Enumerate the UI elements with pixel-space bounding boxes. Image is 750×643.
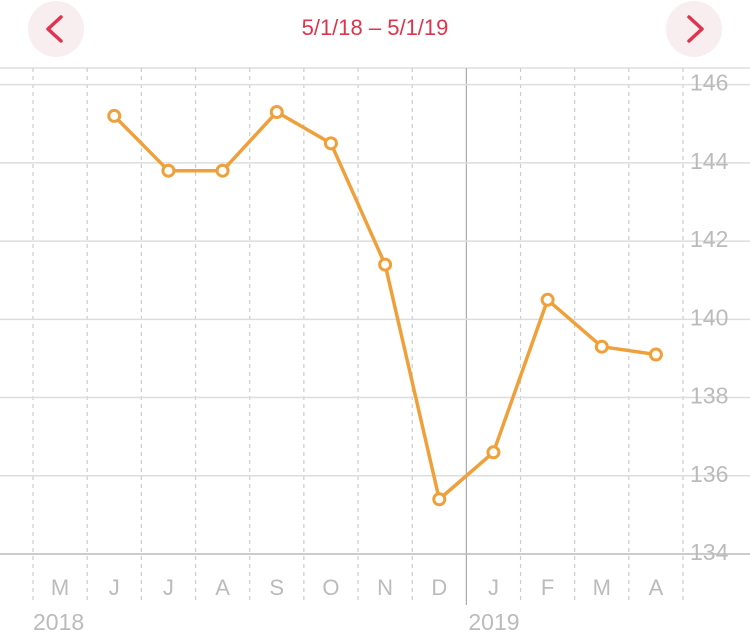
y-tick-label: 140 xyxy=(690,304,728,330)
x-tick-label: F xyxy=(541,575,554,600)
x-tick-label: J xyxy=(163,575,174,600)
x-tick-label: O xyxy=(322,575,339,600)
data-point xyxy=(648,347,663,362)
y-tick-label: 134 xyxy=(690,539,729,565)
y-tick-label: 142 xyxy=(690,226,728,252)
data-point xyxy=(161,163,176,178)
data-point xyxy=(432,492,447,507)
x-tick-label: N xyxy=(377,575,393,600)
data-point xyxy=(107,108,122,123)
year-label: 2019 xyxy=(468,609,519,635)
prev-button[interactable] xyxy=(28,1,84,57)
chart-title: 5/1/18 – 5/1/19 xyxy=(302,15,449,40)
x-tick-label: J xyxy=(488,575,499,600)
y-tick-label: 136 xyxy=(690,461,728,487)
data-point xyxy=(215,163,230,178)
x-tick-label: A xyxy=(649,575,664,600)
y-tick-label: 144 xyxy=(690,148,729,174)
year-label: 2018 xyxy=(33,609,84,635)
y-tick-label: 138 xyxy=(690,383,728,409)
x-tick-label: M xyxy=(593,575,611,600)
data-point xyxy=(378,257,393,272)
next-button[interactable] xyxy=(666,1,722,57)
x-tick-label: S xyxy=(269,575,284,600)
x-tick-label: D xyxy=(431,575,447,600)
data-point xyxy=(269,105,284,120)
data-point xyxy=(594,339,609,354)
x-tick-label: M xyxy=(51,575,69,600)
y-tick-label: 146 xyxy=(690,70,728,96)
data-point xyxy=(486,445,501,460)
data-line xyxy=(113,110,657,501)
x-tick-label: J xyxy=(109,575,120,600)
x-tick-label: A xyxy=(215,575,230,600)
data-point xyxy=(540,292,555,307)
data-point xyxy=(323,136,338,151)
